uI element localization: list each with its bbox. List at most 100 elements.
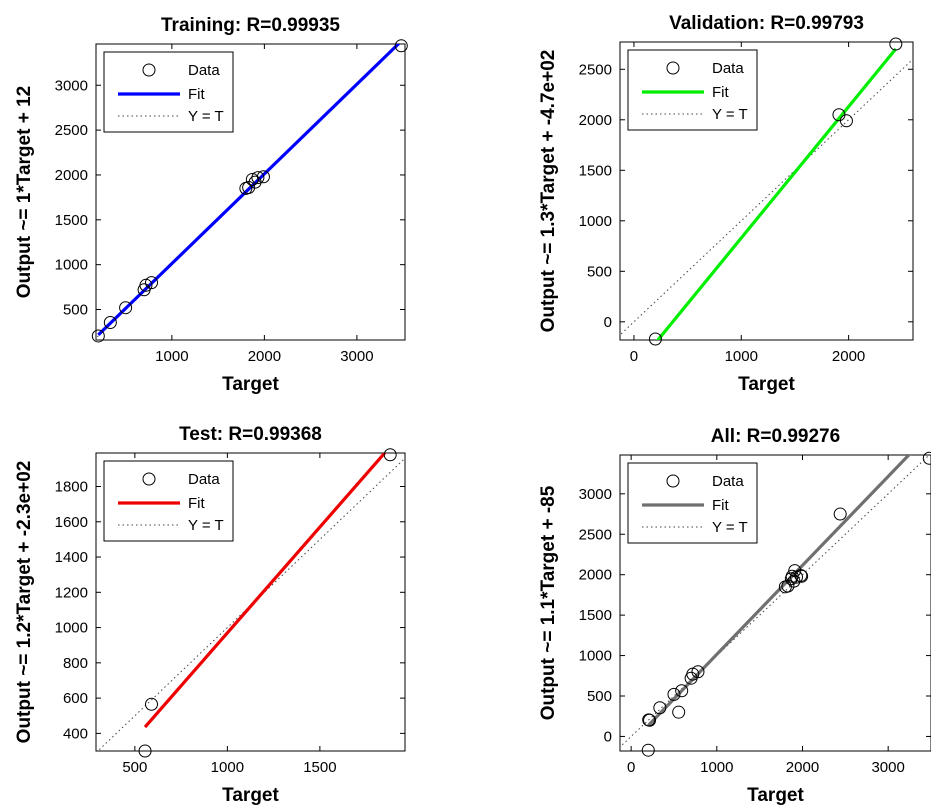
training-legend-fit-label: Fit: [188, 86, 205, 103]
training-legend-identity-label: Y = T: [188, 108, 224, 125]
test-x-label: Target: [222, 785, 279, 806]
all-data-point: [641, 743, 655, 757]
validation-y-tick-label: 1000: [579, 213, 612, 230]
training-plot: Training: R=0.99935 Target Output ~= 1*Tar…: [14, 15, 408, 395]
validation-legend-box: [627, 49, 758, 131]
all-data-point: [675, 684, 689, 698]
all-legend-identity-label: Y = T: [712, 519, 748, 536]
test-data-point: [383, 448, 397, 462]
test-legend-data-label: Data: [188, 471, 220, 488]
test-x-tick-label: 1000: [211, 759, 244, 776]
test-title: Test: R=0.99368: [179, 424, 322, 445]
validation-title: Validation: R=0.99793: [669, 13, 864, 34]
training-legend-data-label: Data: [188, 62, 220, 79]
all-data-point: [667, 687, 681, 701]
all-data-point: [794, 569, 808, 583]
all-data-point: [653, 701, 667, 715]
training-x-label: Target: [222, 374, 279, 395]
validation-data-point: [839, 114, 853, 128]
validation-legend-fit-label: Fit: [712, 84, 729, 101]
training-y-tick-label: 3000: [55, 77, 88, 94]
validation-x-tick-label: 2000: [832, 348, 865, 365]
training-data-point: [256, 170, 270, 184]
all-y-label: Output ~= 1.1*Target + -85: [538, 485, 559, 720]
training-y-tick-label: 1000: [55, 257, 88, 274]
training-data-point: [242, 181, 256, 195]
validation-y-tick-label: 500: [587, 263, 612, 280]
test-y-tick-label: 1200: [55, 584, 88, 601]
training-title: Training: R=0.99935: [161, 15, 340, 36]
training-x-tick-label: 2000: [248, 348, 281, 365]
test-data-point: [145, 697, 159, 711]
validation-y-tick-label: 1500: [579, 162, 612, 179]
test-plot: Test: R=0.99368 Target Output ~= 1.2*Targe…: [14, 424, 406, 806]
validation-x-tick-label: 1000: [725, 348, 758, 365]
all-legend-data-marker: [666, 474, 680, 488]
test-legend-box: [103, 460, 234, 542]
all-legend-data-label: Data: [712, 473, 744, 490]
test-y-tick-label: 1400: [55, 549, 88, 566]
all-legend-fit-label: Fit: [712, 497, 729, 514]
validation-fit-line: [655, 47, 898, 340]
all-x-tick-label: 3000: [871, 759, 904, 776]
all-data-point: [691, 665, 705, 679]
all-data-point: [922, 451, 931, 465]
test-x-tick-label: 500: [122, 759, 147, 776]
all-x-tick-label: 1000: [700, 759, 733, 776]
all-data-point: [672, 705, 686, 719]
all-y-tick-label: 500: [587, 688, 612, 705]
training-x-tick-label: 3000: [340, 348, 373, 365]
test-legend-data-marker: [142, 472, 156, 486]
training-data-point: [251, 171, 265, 185]
all-identity-line: [620, 455, 931, 748]
test-legend: Data Fit Y = T: [103, 460, 234, 542]
validation-legend-data-label: Data: [712, 60, 744, 77]
training-y-tick-label: 2500: [55, 122, 88, 139]
training-y-tick-label: 500: [63, 302, 88, 319]
training-legend-data-marker: [142, 63, 156, 77]
training-data-point: [103, 316, 117, 330]
validation-x-tick-label: 0: [630, 348, 638, 365]
all-data-point: [795, 569, 809, 583]
test-x-tick-label: 1500: [303, 759, 336, 776]
all-plot: All: R=0.99276 Target Output ~= 1.1*Target…: [538, 426, 931, 806]
test-data-point: [138, 744, 152, 758]
all-y-tick-label: 1500: [579, 607, 612, 624]
all-legend: Data Fit Y = T: [627, 462, 758, 544]
validation-legend-identity-label: Y = T: [712, 106, 748, 123]
test-y-tick-label: 1800: [55, 479, 88, 496]
validation-plot-area: [620, 47, 913, 340]
test-y-tick-label: 600: [63, 690, 88, 707]
training-x-tick-label: 1000: [155, 348, 188, 365]
training-data-point: [119, 301, 133, 315]
validation-data-point: [648, 332, 662, 346]
training-legend-box: [103, 51, 234, 133]
training-data-point: [91, 329, 105, 343]
all-data-point: [833, 507, 847, 521]
all-data-point: [643, 713, 657, 727]
training-data-point: [145, 276, 159, 290]
training-y-label: Output ~= 1*Target + 12: [14, 86, 35, 298]
all-y-tick-label: 2500: [579, 526, 612, 543]
all-x-tick-label: 0: [627, 759, 635, 776]
validation-y-label: Output ~= 1.3*Target + -4.7e+02: [538, 50, 559, 333]
test-y-tick-label: 400: [63, 725, 88, 742]
training-y-tick-label: 2000: [55, 167, 88, 184]
validation-data-point: [889, 37, 903, 51]
test-y-label: Output ~= 1.2*Target + -2.3e+02: [14, 461, 35, 744]
test-fit-line: [143, 453, 387, 729]
test-plot-area: [97, 453, 405, 751]
test-y-tick-label: 800: [63, 655, 88, 672]
test-y-tick-label: 1600: [55, 514, 88, 531]
validation-legend: Data Fit Y = T: [627, 49, 758, 131]
validation-plot: Validation: R=0.99793 Target Output ~= 1.3…: [538, 13, 914, 395]
test-legend-fit-label: Fit: [188, 495, 205, 512]
validation-identity-line: [620, 58, 913, 336]
validation-x-label: Target: [738, 374, 795, 395]
all-y-tick-label: 0: [604, 728, 612, 745]
training-y-tick-label: 1500: [55, 212, 88, 229]
all-y-tick-label: 1000: [579, 648, 612, 665]
validation-legend-data-marker: [666, 61, 680, 75]
validation-y-tick-label: 0: [604, 314, 612, 331]
